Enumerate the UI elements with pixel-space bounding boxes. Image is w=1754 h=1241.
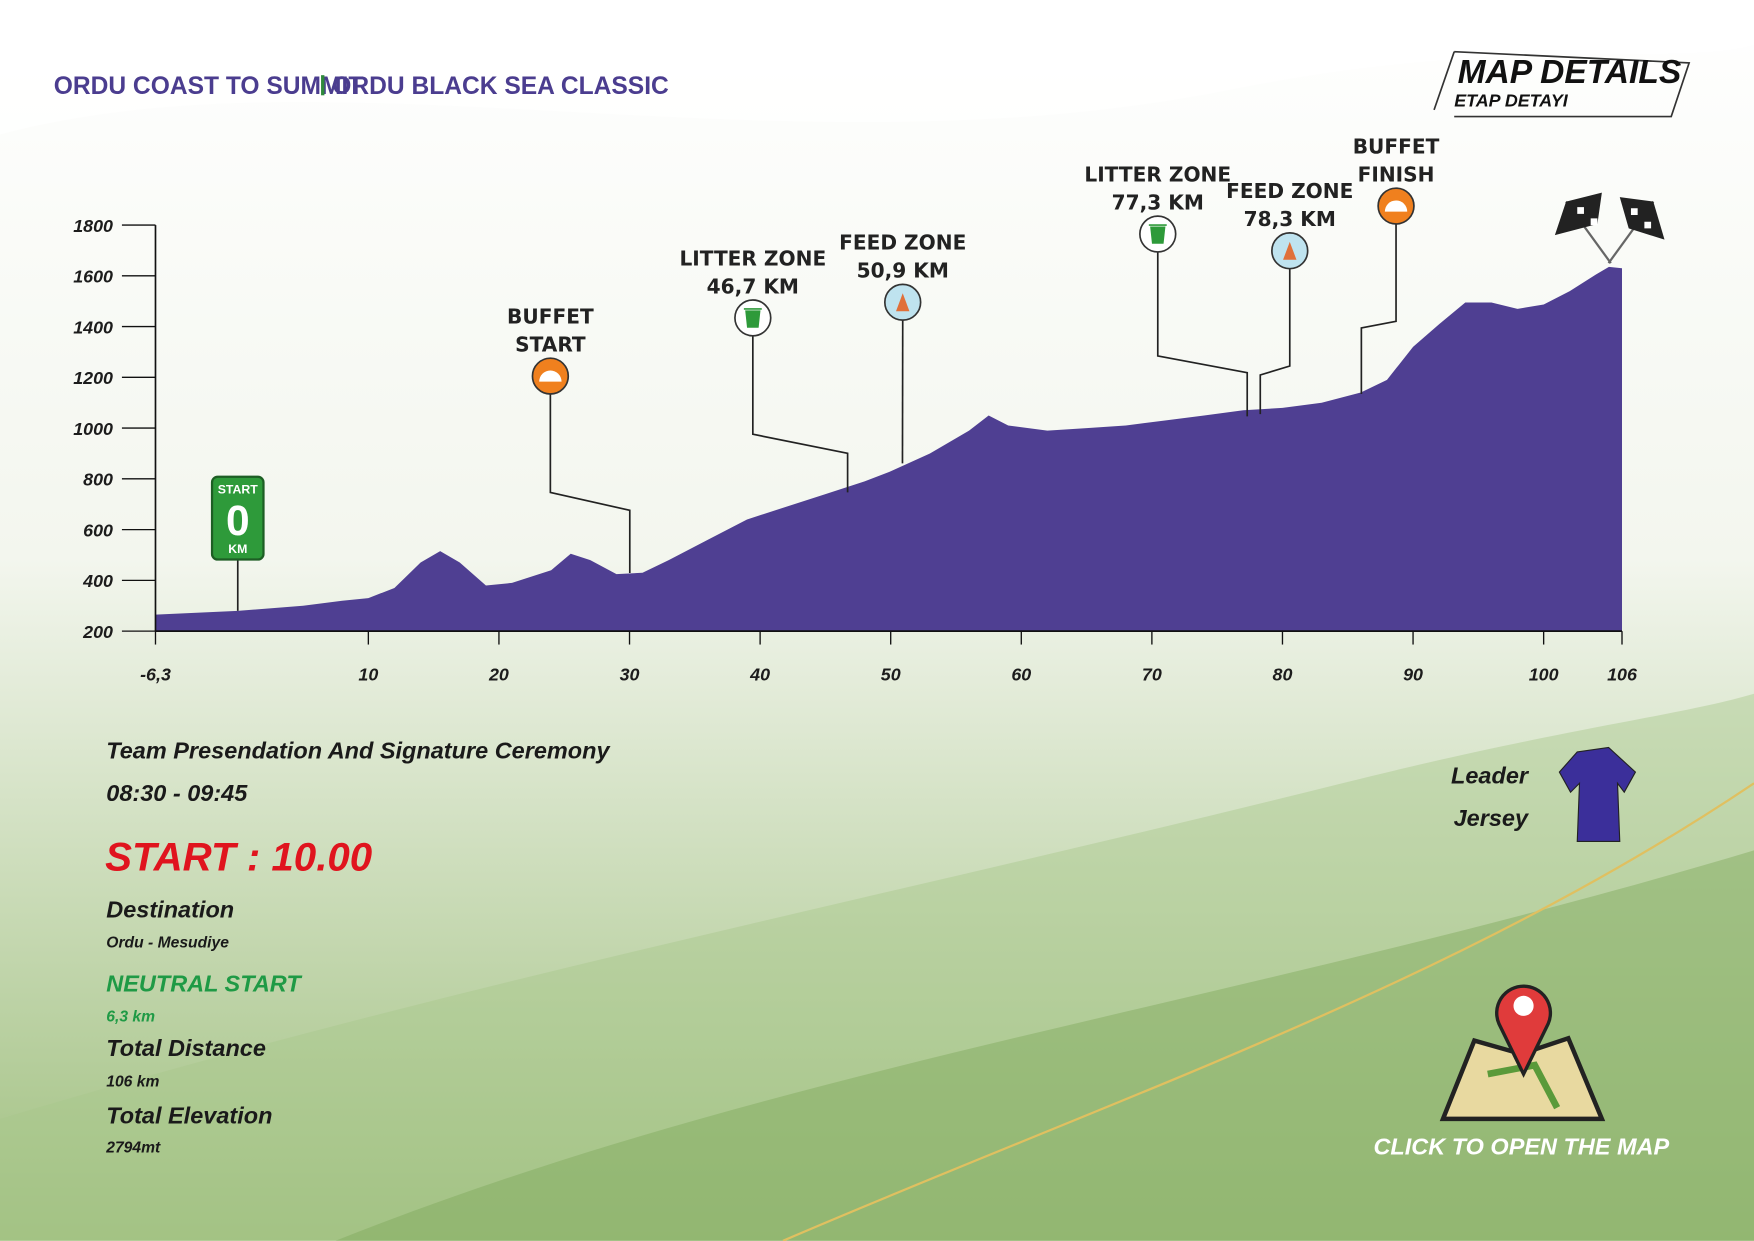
annotation-km: 78,3 KM xyxy=(1244,207,1336,231)
ceremony-time: 08:30 - 09:45 xyxy=(106,780,248,806)
y-tick-label: 600 xyxy=(83,520,113,540)
jersey-line2: Jersey xyxy=(1454,805,1530,831)
start-marker-box xyxy=(210,475,265,561)
badge-title: MAP DETAILS xyxy=(1458,54,1682,91)
x-tick-label: 100 xyxy=(1529,664,1559,684)
start-time: START : 10.00 xyxy=(105,835,372,880)
map-link[interactable]: CLICK TO OPEN THE MAP xyxy=(1373,984,1670,1160)
header-separator xyxy=(321,75,325,96)
x-tick-label: 90 xyxy=(1403,664,1423,684)
cloche-glyph xyxy=(1384,200,1408,212)
start-marker-title: START xyxy=(218,483,259,497)
annotation-title: FEED ZONE xyxy=(839,231,966,255)
wave xyxy=(0,0,1754,135)
map-link-text[interactable]: CLICK TO OPEN THE MAP xyxy=(1373,1134,1669,1160)
annotation-title: FEED ZONE xyxy=(1226,179,1353,203)
y-tick-label: 1200 xyxy=(73,368,113,388)
start-marker-km: 0 xyxy=(226,498,250,545)
annotation-subtitle: FINISH xyxy=(1358,162,1435,186)
header-right: ORDU BLACK SEA CLASSIC xyxy=(332,73,669,100)
trash-glyph xyxy=(1148,224,1167,244)
x-tick-label: 50 xyxy=(881,664,901,684)
annotation-leader xyxy=(549,393,631,573)
ceremony: Team Presendation And Signature Ceremony xyxy=(106,738,611,764)
annotation-title: BUFFET xyxy=(1353,134,1440,158)
cloche-glyph xyxy=(539,370,562,382)
annotation-leader xyxy=(1360,223,1397,394)
annotation-leader xyxy=(1259,268,1291,415)
wave xyxy=(0,693,1754,1241)
annotation-leader xyxy=(751,335,849,493)
x-tick-label: 10 xyxy=(358,664,378,684)
annotation-title: LITTER ZONE xyxy=(679,246,826,270)
annotation-title: LITTER ZONE xyxy=(1084,162,1231,186)
annotation-subtitle: START xyxy=(515,332,586,356)
feed-glyph xyxy=(1283,241,1297,260)
destination-label: Destination xyxy=(106,896,234,922)
y-tick-label: 1800 xyxy=(73,216,113,236)
y-tick-label: 1000 xyxy=(73,419,113,439)
x-tick-label: 20 xyxy=(488,664,509,684)
annotation-km: 77,3 KM xyxy=(1112,190,1204,214)
x-tick-label: -6,3 xyxy=(140,664,171,684)
jersey-line1: Leader xyxy=(1451,762,1530,788)
jersey-icon xyxy=(1558,746,1637,842)
badge-frame xyxy=(1433,50,1691,118)
distance: 106 km xyxy=(106,1073,159,1090)
start-marker-unit: KM xyxy=(228,542,247,556)
annotation-title: BUFFET xyxy=(507,305,594,329)
trash-glyph xyxy=(743,308,762,328)
feed-glyph xyxy=(896,293,910,312)
x-tick-label: 80 xyxy=(1273,664,1293,684)
y-tick-label: 200 xyxy=(82,622,113,642)
annotation-leader xyxy=(1156,251,1249,417)
distance-label: Total Distance xyxy=(106,1035,266,1061)
elevation-label: Total Elevation xyxy=(106,1102,272,1128)
y-tick-label: 1600 xyxy=(73,267,113,287)
y-tick-label: 1400 xyxy=(73,317,113,337)
finish-flags xyxy=(1554,192,1665,264)
header-left: ORDU COAST TO SUMMIT xyxy=(54,73,364,100)
x-tick-label: 60 xyxy=(1011,664,1031,684)
neutral-label: NEUTRAL START xyxy=(106,970,302,996)
neutral: 6,3 km xyxy=(106,1009,155,1026)
wave xyxy=(335,850,1754,1241)
badge-subtitle: ETAP DETAYI xyxy=(1454,90,1569,110)
x-tick-label: 106 xyxy=(1607,664,1638,684)
y-tick-label: 800 xyxy=(83,470,113,490)
y-tick-label: 400 xyxy=(82,571,113,591)
x-tick-label: 40 xyxy=(749,664,770,684)
x-tick-label: 70 xyxy=(1142,664,1162,684)
elevation-area xyxy=(155,266,1623,632)
gold-curve xyxy=(782,782,1754,1241)
annotation-km: 46,7 KM xyxy=(707,274,799,298)
annotation-km: 50,9 KM xyxy=(857,259,949,283)
destination: Ordu - Mesudiye xyxy=(106,935,229,952)
elevation: 2794mt xyxy=(105,1139,161,1156)
x-tick-label: 30 xyxy=(620,664,640,684)
